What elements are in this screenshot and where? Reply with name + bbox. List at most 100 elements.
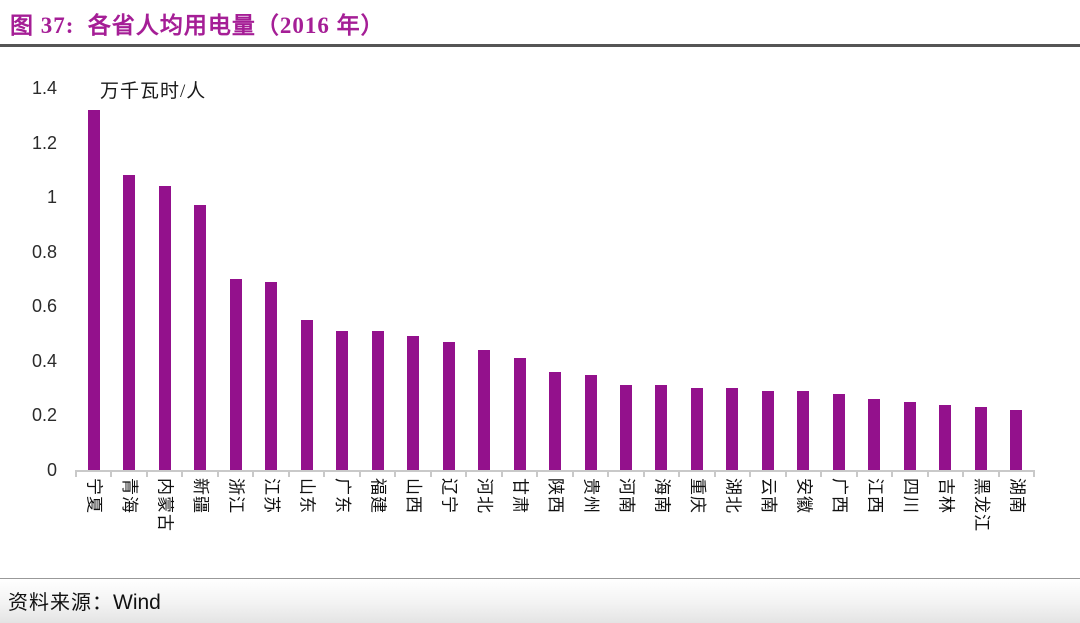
x-axis-tick [713, 470, 716, 477]
bar-slot [289, 88, 324, 470]
x-axis-tick [75, 470, 77, 477]
y-tick-label: 1.2 [31, 132, 57, 153]
bar-slot [857, 88, 892, 470]
bar-slot [502, 88, 537, 470]
bar-内蒙古 [158, 186, 171, 470]
x-axis-tick [642, 470, 645, 477]
bar-slot [431, 88, 466, 470]
bar-陕西 [549, 371, 562, 470]
bar-宁夏 [87, 109, 100, 470]
x-category-label: 福建 [368, 478, 388, 514]
bar-福建 [371, 330, 384, 470]
x-category-label: 云南 [758, 478, 778, 514]
bar-slot [537, 88, 572, 470]
x-category-label: 河北 [475, 478, 495, 514]
x-axis-tick [323, 470, 326, 477]
x-category-label: 湖南 [1007, 478, 1027, 514]
x-category-label: 湖北 [723, 478, 743, 514]
x-category-label: 广东 [333, 478, 353, 514]
x-category-label: 安徽 [794, 478, 814, 514]
bar-slot [644, 88, 679, 470]
bar-slot [395, 88, 430, 470]
bar-slot [111, 88, 146, 470]
bar-广西 [832, 393, 845, 470]
bar-河北 [478, 349, 491, 470]
bar-slot [466, 88, 501, 470]
x-category-label: 陕西 [546, 478, 565, 514]
x-axis-tick [252, 470, 255, 477]
bar-slot [324, 88, 359, 470]
y-tick-label: 0.4 [31, 350, 57, 371]
x-axis-tick [784, 470, 787, 477]
bar-新疆 [194, 205, 207, 470]
x-axis-tick [536, 470, 539, 477]
bar-slot [573, 88, 608, 470]
bar-slot [715, 88, 750, 470]
bar-云南 [761, 390, 774, 470]
bar-slot [218, 88, 253, 470]
bar-slot [76, 88, 111, 470]
x-axis-tick [678, 470, 681, 477]
bar-slot [963, 88, 998, 470]
source-name: Wind [113, 591, 161, 614]
x-category-label: 宁夏 [84, 478, 104, 514]
y-axis-unit-label: 万千瓦时/人 [100, 81, 207, 102]
x-category-label: 河南 [616, 478, 636, 514]
x-category-label: 甘肃 [510, 478, 530, 514]
x-axis-tick [181, 470, 184, 477]
bar-重庆 [690, 388, 703, 470]
x-axis-tick [145, 470, 148, 477]
bar-湖南 [1010, 409, 1023, 470]
bar-slot [999, 88, 1034, 470]
bar-海南 [655, 385, 668, 470]
plot-area [75, 88, 1035, 477]
x-category-label: 山东 [297, 478, 317, 514]
bar-slot [360, 88, 395, 470]
x-axis-tick [287, 470, 290, 477]
x-axis-tick [394, 470, 397, 477]
x-category-label: 贵州 [581, 478, 601, 514]
bar-山东 [300, 319, 313, 470]
y-tick-label: 0 [46, 460, 57, 480]
x-axis-tick [607, 470, 610, 477]
x-axis-tick [1033, 470, 1035, 477]
y-tick-label: 1.4 [31, 78, 57, 98]
x-category-label: 山西 [404, 478, 424, 514]
bar-slot [253, 88, 288, 470]
x-axis-tick [216, 470, 219, 477]
x-axis-tick [820, 470, 823, 477]
x-axis-tick [926, 470, 929, 477]
x-axis-tick [997, 470, 1000, 477]
x-category-label: 新疆 [191, 478, 211, 514]
bar-四川 [903, 401, 916, 470]
title-divider [0, 44, 1080, 47]
x-axis-tick [571, 470, 574, 477]
x-category-label: 吉林 [936, 478, 956, 514]
x-axis-tick [855, 470, 858, 477]
bar-河南 [620, 385, 632, 470]
x-category-label: 重庆 [687, 478, 707, 514]
x-axis-tick [962, 470, 965, 477]
bar-slot [892, 88, 927, 470]
bar-slot [821, 88, 856, 470]
bar-slot [750, 88, 785, 470]
x-axis-tick [500, 470, 503, 477]
x-axis-tick [465, 470, 468, 477]
x-category-label: 浙江 [226, 478, 246, 514]
bar-贵州 [584, 374, 597, 470]
x-category-label: 海南 [652, 478, 672, 514]
x-axis-tick [110, 470, 113, 477]
bar-slot [608, 88, 643, 470]
x-category-label: 黑龙江 [971, 478, 991, 532]
bar-甘肃 [513, 358, 526, 470]
bar-山西 [407, 336, 420, 470]
x-axis-tick [429, 470, 432, 477]
bar-slot [928, 88, 963, 470]
bar-slot [182, 88, 217, 470]
bar-安徽 [797, 390, 810, 470]
bar-slot [679, 88, 714, 470]
y-axis: 1.4 1.2 1 0.8 0.6 0.4 0.2 0 [0, 0, 57, 623]
x-category-label: 广西 [829, 478, 849, 514]
x-axis-tick [358, 470, 361, 477]
